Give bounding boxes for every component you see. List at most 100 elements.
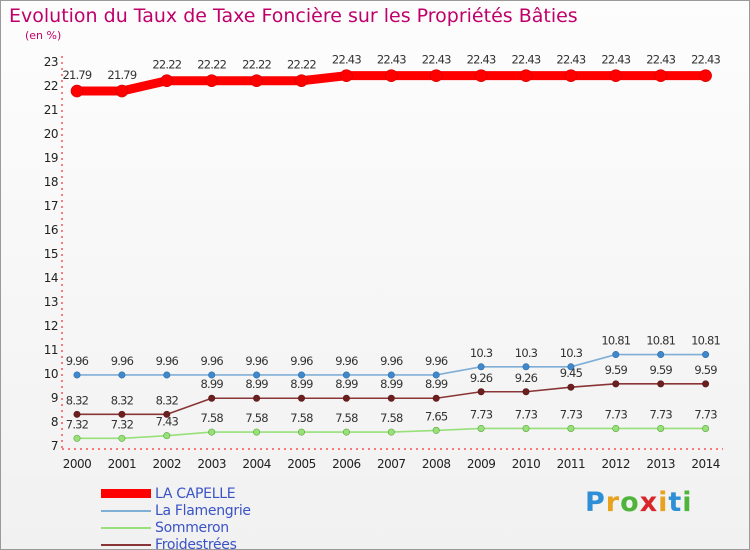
data-point bbox=[73, 371, 81, 379]
data-point bbox=[567, 424, 575, 432]
data-label: 7.58 bbox=[200, 411, 223, 425]
data-label: 9.96 bbox=[290, 354, 313, 368]
data-label: 7.58 bbox=[245, 411, 268, 425]
data-point bbox=[73, 434, 81, 442]
data-label: 9.59 bbox=[694, 363, 717, 377]
data-label: 22.43 bbox=[646, 53, 675, 67]
data-label: 7.73 bbox=[515, 407, 538, 421]
data-label: 9.96 bbox=[245, 354, 268, 368]
chart-title: Evolution du Taux de Taxe Foncière sur l… bbox=[9, 5, 578, 27]
data-point bbox=[205, 74, 218, 88]
legend-swatch bbox=[101, 526, 151, 529]
data-label: 21.79 bbox=[63, 68, 92, 82]
data-label: 22.22 bbox=[197, 58, 226, 72]
x-tick-label: 2001 bbox=[108, 457, 137, 471]
data-label: 22.22 bbox=[287, 58, 316, 72]
data-point bbox=[432, 394, 440, 402]
proxiti-logo: Proxiti bbox=[585, 487, 693, 518]
logo-letter: x bbox=[639, 487, 659, 518]
data-point bbox=[387, 428, 395, 436]
data-point bbox=[522, 363, 530, 371]
data-label: 22.43 bbox=[422, 53, 451, 67]
data-label: 7.32 bbox=[111, 417, 134, 431]
logo-letter: P bbox=[585, 487, 606, 518]
data-point bbox=[118, 410, 126, 418]
data-point bbox=[163, 371, 171, 379]
data-point bbox=[477, 388, 485, 396]
data-point bbox=[612, 424, 620, 432]
data-label: 8.99 bbox=[290, 377, 313, 391]
legend-swatch bbox=[101, 489, 151, 498]
x-tick-label: 2007 bbox=[377, 457, 406, 471]
data-label: 7.58 bbox=[380, 411, 403, 425]
data-label: 22.43 bbox=[512, 53, 541, 67]
y-tick-label: 13 bbox=[44, 295, 58, 309]
data-point bbox=[208, 428, 216, 436]
data-point bbox=[657, 380, 665, 388]
legend-swatch bbox=[101, 509, 151, 512]
data-point bbox=[522, 388, 530, 396]
data-point bbox=[384, 69, 398, 82]
x-tick-label: 2014 bbox=[691, 457, 720, 471]
data-label: 7.58 bbox=[335, 411, 358, 425]
data-point bbox=[73, 410, 81, 418]
y-tick-label: 18 bbox=[44, 175, 58, 189]
data-label: 8.99 bbox=[380, 377, 403, 391]
data-point bbox=[657, 424, 665, 432]
data-label: 10.81 bbox=[646, 334, 675, 348]
data-label: 8.99 bbox=[200, 377, 223, 391]
data-point bbox=[387, 394, 395, 402]
y-tick-label: 8 bbox=[51, 415, 58, 429]
data-point bbox=[567, 363, 575, 371]
data-point bbox=[477, 363, 485, 371]
legend-label: LA CAPELLE bbox=[155, 485, 236, 502]
legend-label: La Flamengrie bbox=[155, 502, 251, 519]
y-tick-label: 7 bbox=[51, 439, 58, 453]
y-tick-label: 12 bbox=[44, 319, 58, 333]
x-tick-label: 2000 bbox=[63, 457, 92, 471]
data-point bbox=[295, 74, 308, 88]
data-point bbox=[115, 84, 129, 98]
x-tick-label: 2002 bbox=[153, 457, 182, 471]
data-point bbox=[342, 428, 350, 436]
data-point bbox=[208, 371, 216, 379]
y-tick-label: 10 bbox=[44, 367, 58, 381]
data-label: 9.59 bbox=[605, 363, 628, 377]
data-label: 7.73 bbox=[470, 407, 493, 421]
data-point bbox=[340, 69, 353, 82]
data-point bbox=[342, 371, 350, 379]
data-label: 9.96 bbox=[66, 354, 89, 368]
y-tick-label: 22 bbox=[44, 79, 58, 93]
data-label: 22.22 bbox=[242, 58, 271, 72]
x-tick-label: 2003 bbox=[197, 457, 226, 471]
data-point bbox=[657, 351, 665, 359]
y-tick-label: 14 bbox=[44, 271, 58, 285]
data-label: 9.96 bbox=[335, 354, 358, 368]
data-point bbox=[208, 394, 216, 402]
chart-legend: LA CAPELLE La Flamengrie Sommeron Froidestr… bbox=[101, 485, 251, 550]
data-point bbox=[163, 410, 171, 418]
data-label: 10.81 bbox=[691, 334, 720, 348]
data-label: 7.58 bbox=[290, 411, 313, 425]
data-point bbox=[432, 371, 440, 379]
logo-letter: r bbox=[605, 487, 621, 518]
data-point bbox=[342, 394, 350, 402]
data-label: 21.79 bbox=[107, 68, 136, 82]
data-label: 9.96 bbox=[380, 354, 403, 368]
data-point bbox=[519, 69, 533, 82]
x-tick-label: 2011 bbox=[557, 457, 586, 471]
data-label: 10.3 bbox=[560, 346, 583, 360]
x-tick-label: 2010 bbox=[512, 457, 541, 471]
data-point bbox=[567, 383, 575, 391]
data-point bbox=[253, 371, 261, 379]
data-label: 8.99 bbox=[335, 377, 358, 391]
data-label: 22.43 bbox=[691, 53, 720, 67]
legend-label: Froidestrées bbox=[155, 536, 237, 550]
y-tick-label: 19 bbox=[44, 151, 58, 165]
data-point bbox=[387, 371, 395, 379]
logo-letter: o bbox=[620, 487, 640, 518]
x-tick-label: 2012 bbox=[602, 457, 631, 471]
x-tick-label: 2004 bbox=[242, 457, 271, 471]
data-point bbox=[609, 69, 623, 82]
